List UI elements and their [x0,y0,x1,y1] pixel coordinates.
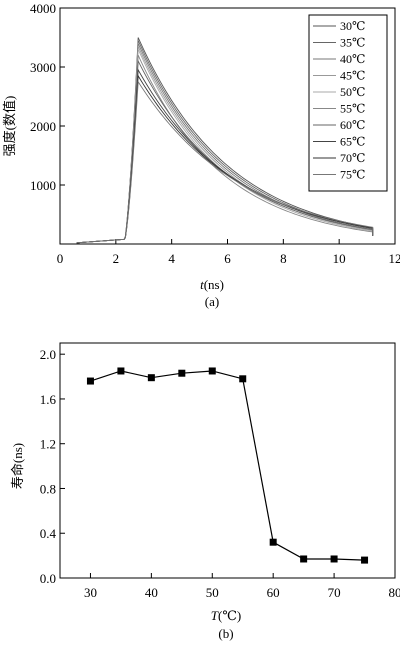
chart-a-series-line [76,55,374,244]
chart-b-data-point [239,375,247,383]
chart-b-data-point [300,555,308,563]
chart-a-x-ticks: 0 2 4 6 8 10 12 [57,239,400,266]
chart-a-x-tick-label: 12 [389,251,400,266]
chart-b-x-tick-label: 80 [389,585,400,600]
chart-a-legend-label: 50℃ [340,85,365,99]
chart-a-x-tick-label: 6 [224,251,231,266]
chart-a-legend-label: 55℃ [340,102,365,116]
chart-b-y-tick-label: 0.4 [40,526,57,541]
chart-a-legend-label: 65℃ [340,135,365,149]
chart-a-legend: 30℃ 35℃ 40℃ 45℃ 50℃ 55℃ 60℃ 65℃ 70℃ 75℃ [308,14,388,192]
chart-b-y-tick-label: 0.0 [40,571,56,586]
chart-b-x-tick-label: 50 [206,585,219,600]
chart-a-series-line [76,80,374,244]
chart-b: 30 40 50 60 70 80 0.0 0.4 0.8 1.2 1.6 2.0 T(℃) 寿命(… [10,342,400,641]
chart-a-caption: (a) [205,294,219,309]
chart-b-series-line [90,370,365,561]
chart-b-ylabel: 寿命(ns) [10,443,25,489]
chart-a-legend-label: 60℃ [340,118,365,132]
chart-a-x-tick-label: 4 [168,251,175,266]
chart-a-ylabel: 强度(数值) [2,96,17,157]
chart-b-x-ticks: 30 40 50 60 70 80 [84,573,400,600]
chart-a-x-tick-label: 8 [280,251,287,266]
chart-a-legend-label: 30℃ [340,19,365,33]
chart-a-legend-box [308,14,388,192]
chart-b-series-group [86,367,369,564]
chart-b-x-tick-label: 30 [84,585,97,600]
chart-a-legend-label: 40℃ [340,52,365,66]
chart-a-y-tick-label: 1000 [30,178,56,193]
chart-a-y-tick-label: 2000 [30,119,56,134]
chart-a-y-tick-label: 4000 [30,1,56,16]
chart-b-y-tick-label: 0.8 [40,481,56,496]
chart-b-data-point [330,555,338,563]
chart-b-x-tick-label: 40 [145,585,158,600]
chart-a-xlabel: t(ns) [200,277,224,292]
chart-b-y-ticks: 0.0 0.4 0.8 1.2 1.6 2.0 [40,347,65,586]
chart-a-x-tick-label: 2 [113,251,120,266]
chart-b-data-point [117,367,125,375]
chart-b-caption: (b) [218,626,233,641]
chart-a-y-ticks: 1000 2000 3000 4000 [30,1,65,193]
chart-b-y-tick-label: 1.2 [40,437,56,452]
chart-a-x-tick-label: 10 [333,251,346,266]
chart-b-data-point [361,556,369,564]
chart-a-series-group [76,37,374,244]
chart-b-y-tick-label: 2.0 [40,347,56,362]
chart-a-legend-label: 45℃ [340,69,365,83]
chart-a-x-tick-label: 0 [57,251,64,266]
chart-a-y-tick-label: 3000 [30,60,56,75]
chart-b-xlabel: T(℃) [211,608,241,623]
chart-b-y-tick-label: 1.6 [40,392,57,407]
chart-b-x-tick-label: 60 [267,585,280,600]
chart-b-data-point [86,377,94,385]
chart-b-frame [59,342,396,579]
chart-a-series-line [76,46,374,244]
chart-b-data-point [269,538,277,546]
chart-a-legend-label: 75℃ [340,168,365,182]
chart-b-data-point [178,369,186,377]
chart-a-legend-label: 70℃ [340,151,365,165]
chart-b-data-point [147,374,155,382]
chart-a-series-line [76,43,374,244]
chart-b-data-point [208,367,216,375]
chart-b-x-tick-label: 70 [328,585,341,600]
chart-a: 0 2 4 6 8 10 12 1000 2000 3000 4000 30℃ 35℃ 40℃ 45℃ 5… [2,1,400,309]
chart-a-legend-label: 35℃ [340,36,365,50]
